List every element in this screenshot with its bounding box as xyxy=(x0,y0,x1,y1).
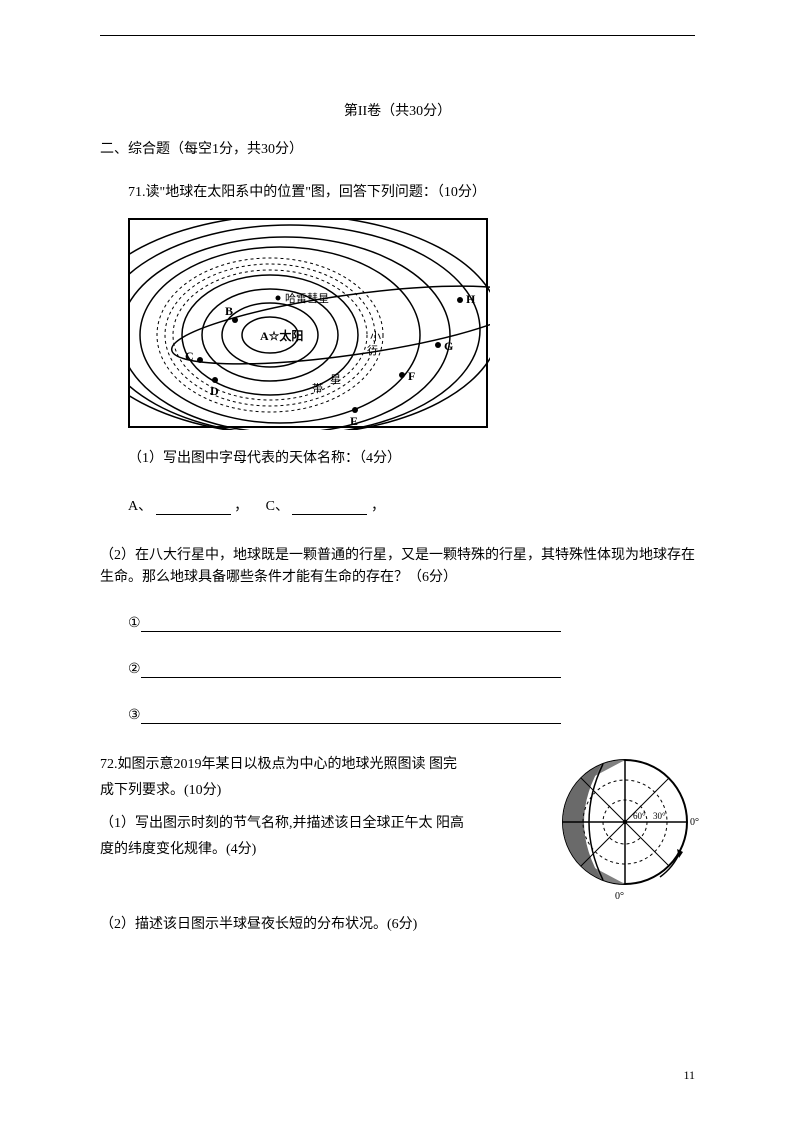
q71-sub2: （2）在八大行星中，地球既是一颗普通的行星，又是一颗特殊的行星，其特殊性体现为地… xyxy=(100,545,695,590)
q72-prompt: 72.如图示意2019年某日以极点为中心的地球光照图读 图完成下列要求。(10分… xyxy=(100,752,470,805)
solar-system-diagram: A☆太阳 B C D E F G H 哈雷彗星 小 行 星 带 xyxy=(128,218,488,428)
lat-0-right: 0° xyxy=(690,817,699,828)
circled-3: ③ xyxy=(128,708,141,723)
blank-c[interactable] xyxy=(292,497,367,515)
asteroid-label-3: 星 xyxy=(330,373,341,386)
q71-blank-1: ① xyxy=(128,614,695,632)
q71-diagram-container: A☆太阳 B C D E F G H 哈雷彗星 小 行 星 带 xyxy=(128,218,695,428)
planet-g-label: G xyxy=(444,339,453,353)
planet-f-label: F xyxy=(408,369,415,383)
q72-sub1: （1）写出图示时刻的节气名称,并描述该日全球正午太 阳高度的纬度变化规律。(4分… xyxy=(100,811,470,864)
polar-diagram: 60° 30° 0° 0° xyxy=(555,752,705,902)
q72-container: 72.如图示意2019年某日以极点为中心的地球光照图读 图完成下列要求。(10分… xyxy=(100,752,695,939)
lat-0-bottom: 0° xyxy=(615,891,624,902)
asteroid-label-4: 带 xyxy=(312,382,323,395)
polar-svg: 60° 30° 0° 0° xyxy=(555,752,705,902)
q71-blank-2: ② xyxy=(128,660,695,678)
lat-60: 60° xyxy=(633,811,646,821)
sep-1: ， xyxy=(234,499,248,514)
page-number: 11 xyxy=(683,1068,695,1083)
blank-line-3[interactable] xyxy=(141,706,561,724)
sep-2: ， xyxy=(371,499,385,514)
circled-2: ② xyxy=(128,662,141,677)
blank-a[interactable] xyxy=(156,497,231,515)
planet-d-label: D xyxy=(210,384,219,398)
planet-c-label: C xyxy=(185,349,194,363)
header-line xyxy=(100,35,695,36)
q71-prompt: 71.读"地球在太阳系中的位置"图，回答下列问题：（10分） xyxy=(128,182,695,204)
planet-b-label: B xyxy=(225,304,233,318)
blank-line-1[interactable] xyxy=(141,614,561,632)
q71-blank-3: ③ xyxy=(128,706,695,724)
lat-30: 30° xyxy=(653,811,666,821)
circled-1: ① xyxy=(128,616,141,631)
planet-e-label: E xyxy=(350,414,358,428)
solar-system-svg: A☆太阳 B C D E F G H 哈雷彗星 小 行 星 带 xyxy=(130,220,490,430)
section-title: 二、综合题（每空1分，共30分） xyxy=(100,138,695,158)
blank-line-2[interactable] xyxy=(141,660,561,678)
exam-part-title: 第II卷（共30分） xyxy=(100,100,695,120)
planet-h-label: H xyxy=(466,292,476,306)
asteroid-label-1: 小 xyxy=(370,330,381,343)
q71-sub1-answers: A、 ， C、 ， xyxy=(128,495,695,515)
q72-sub2: （2）描述该日图示半球昼夜长短的分布状况。(6分) xyxy=(100,912,470,939)
asteroid-label-2: 行 xyxy=(367,344,378,357)
sun-label: A☆太阳 xyxy=(260,328,303,343)
answer-a-label: A、 xyxy=(128,499,152,514)
comet-label: 哈雷彗星 xyxy=(285,292,329,305)
q71-sub1: （1）写出图中字母代表的天体名称：（4分） xyxy=(128,448,695,470)
answer-c-label: C、 xyxy=(266,499,289,514)
